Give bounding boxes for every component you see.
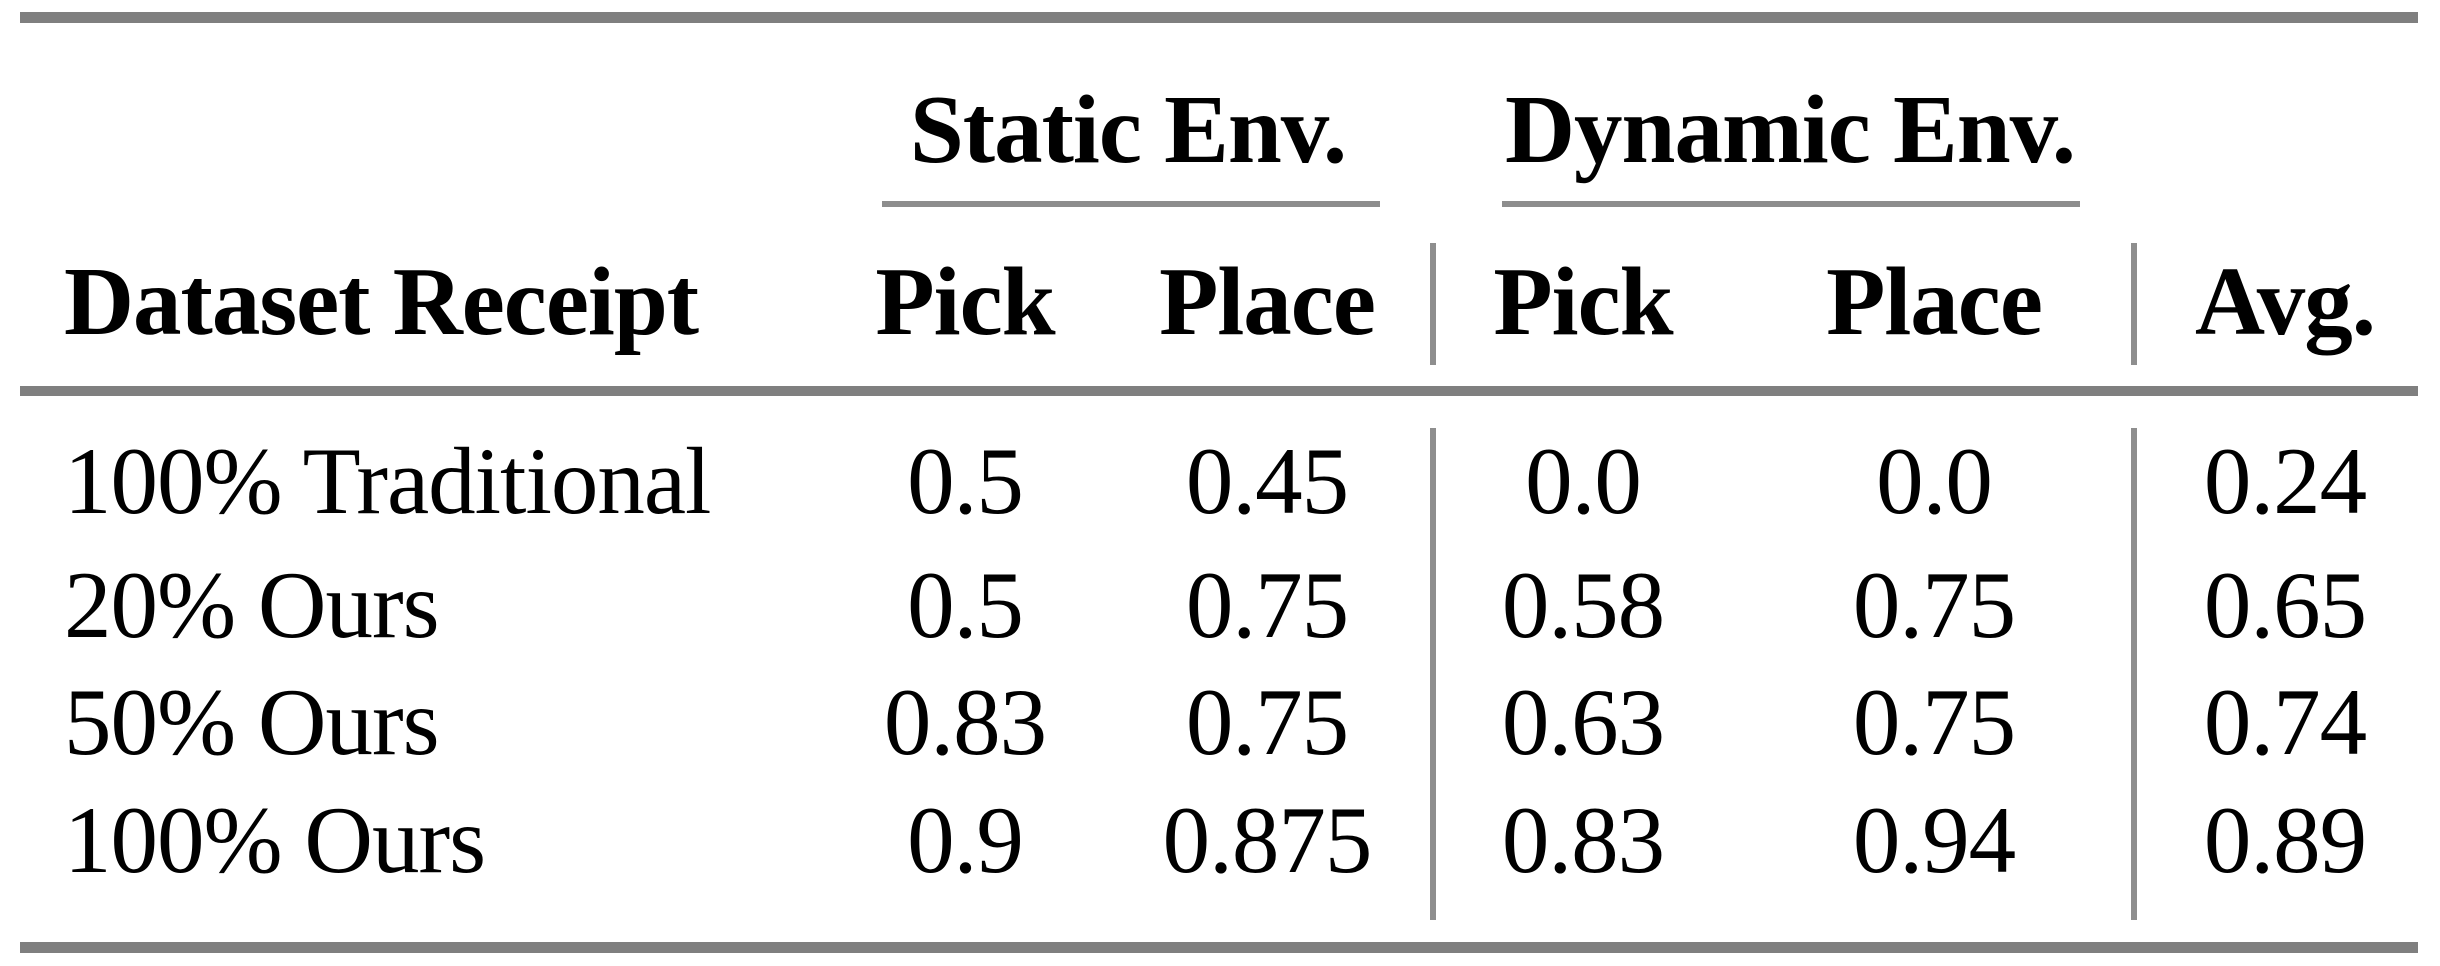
table-row: 100% Ours 0.9 0.875 0.83 0.94 0.89 xyxy=(0,785,2440,895)
cell-avg: 0.74 xyxy=(2203,669,2367,775)
table-row: 50% Ours 0.83 0.75 0.63 0.75 0.74 xyxy=(0,667,2440,777)
cell-dynamic-place: 0.75 xyxy=(1852,669,2016,775)
cell-static-pick: 0.5 xyxy=(907,552,1024,658)
column-divider-1-body xyxy=(1430,428,1436,920)
table-row: 20% Ours 0.5 0.75 0.58 0.75 0.65 xyxy=(0,550,2440,660)
cell-dataset-receipt: 50% Ours xyxy=(64,669,440,775)
col-header-dynamic-pick: Pick xyxy=(1493,248,1673,355)
cell-dynamic-pick: 0.58 xyxy=(1501,552,1665,658)
bottom-rule xyxy=(20,942,2418,953)
column-divider-2-header xyxy=(2131,243,2137,365)
cell-static-pick: 0.83 xyxy=(883,669,1047,775)
cell-static-place: 0.45 xyxy=(1185,428,1349,534)
cell-static-place: 0.75 xyxy=(1185,669,1349,775)
cell-avg: 0.24 xyxy=(2203,428,2367,534)
col-header-static-place: Place xyxy=(1159,248,1376,355)
cell-dynamic-pick: 0.83 xyxy=(1501,787,1665,893)
table-row: 100% Traditional 0.5 0.45 0.0 0.0 0.24 xyxy=(0,426,2440,536)
cell-dynamic-place: 0.0 xyxy=(1876,428,1993,534)
group-header-row: Static Env. Dynamic Env. xyxy=(0,75,2440,185)
static-env-underline xyxy=(882,201,1380,207)
cell-static-place: 0.875 xyxy=(1162,787,1373,893)
column-divider-1-header xyxy=(1430,243,1436,365)
col-header-dataset-receipt: Dataset Receipt xyxy=(64,248,699,355)
col-header-avg: Avg. xyxy=(2194,248,2376,355)
top-rule xyxy=(20,12,2418,23)
cell-dynamic-place: 0.75 xyxy=(1852,552,2016,658)
cell-avg: 0.89 xyxy=(2203,787,2367,893)
cell-static-pick: 0.5 xyxy=(907,428,1024,534)
cell-avg: 0.65 xyxy=(2203,552,2367,658)
column-header-row: Dataset Receipt Pick Place Pick Place Av… xyxy=(0,247,2440,357)
column-divider-2-body xyxy=(2131,428,2137,920)
cell-dataset-receipt: 100% Ours xyxy=(64,787,486,893)
cell-dynamic-pick: 0.63 xyxy=(1501,669,1665,775)
cell-static-place: 0.75 xyxy=(1185,552,1349,658)
col-header-dynamic-place: Place xyxy=(1826,248,2043,355)
cell-static-pick: 0.9 xyxy=(907,787,1024,893)
cell-dataset-receipt: 100% Traditional xyxy=(64,428,711,534)
group-header-dynamic-env: Dynamic Env. xyxy=(1504,76,2076,183)
header-separator-rule xyxy=(20,386,2418,396)
cell-dataset-receipt: 20% Ours xyxy=(64,552,440,658)
col-header-static-pick: Pick xyxy=(875,248,1055,355)
cell-dynamic-place: 0.94 xyxy=(1852,787,2016,893)
dynamic-env-underline xyxy=(1502,201,2080,207)
cell-dynamic-pick: 0.0 xyxy=(1525,428,1642,534)
group-header-static-env: Static Env. xyxy=(909,76,1347,183)
